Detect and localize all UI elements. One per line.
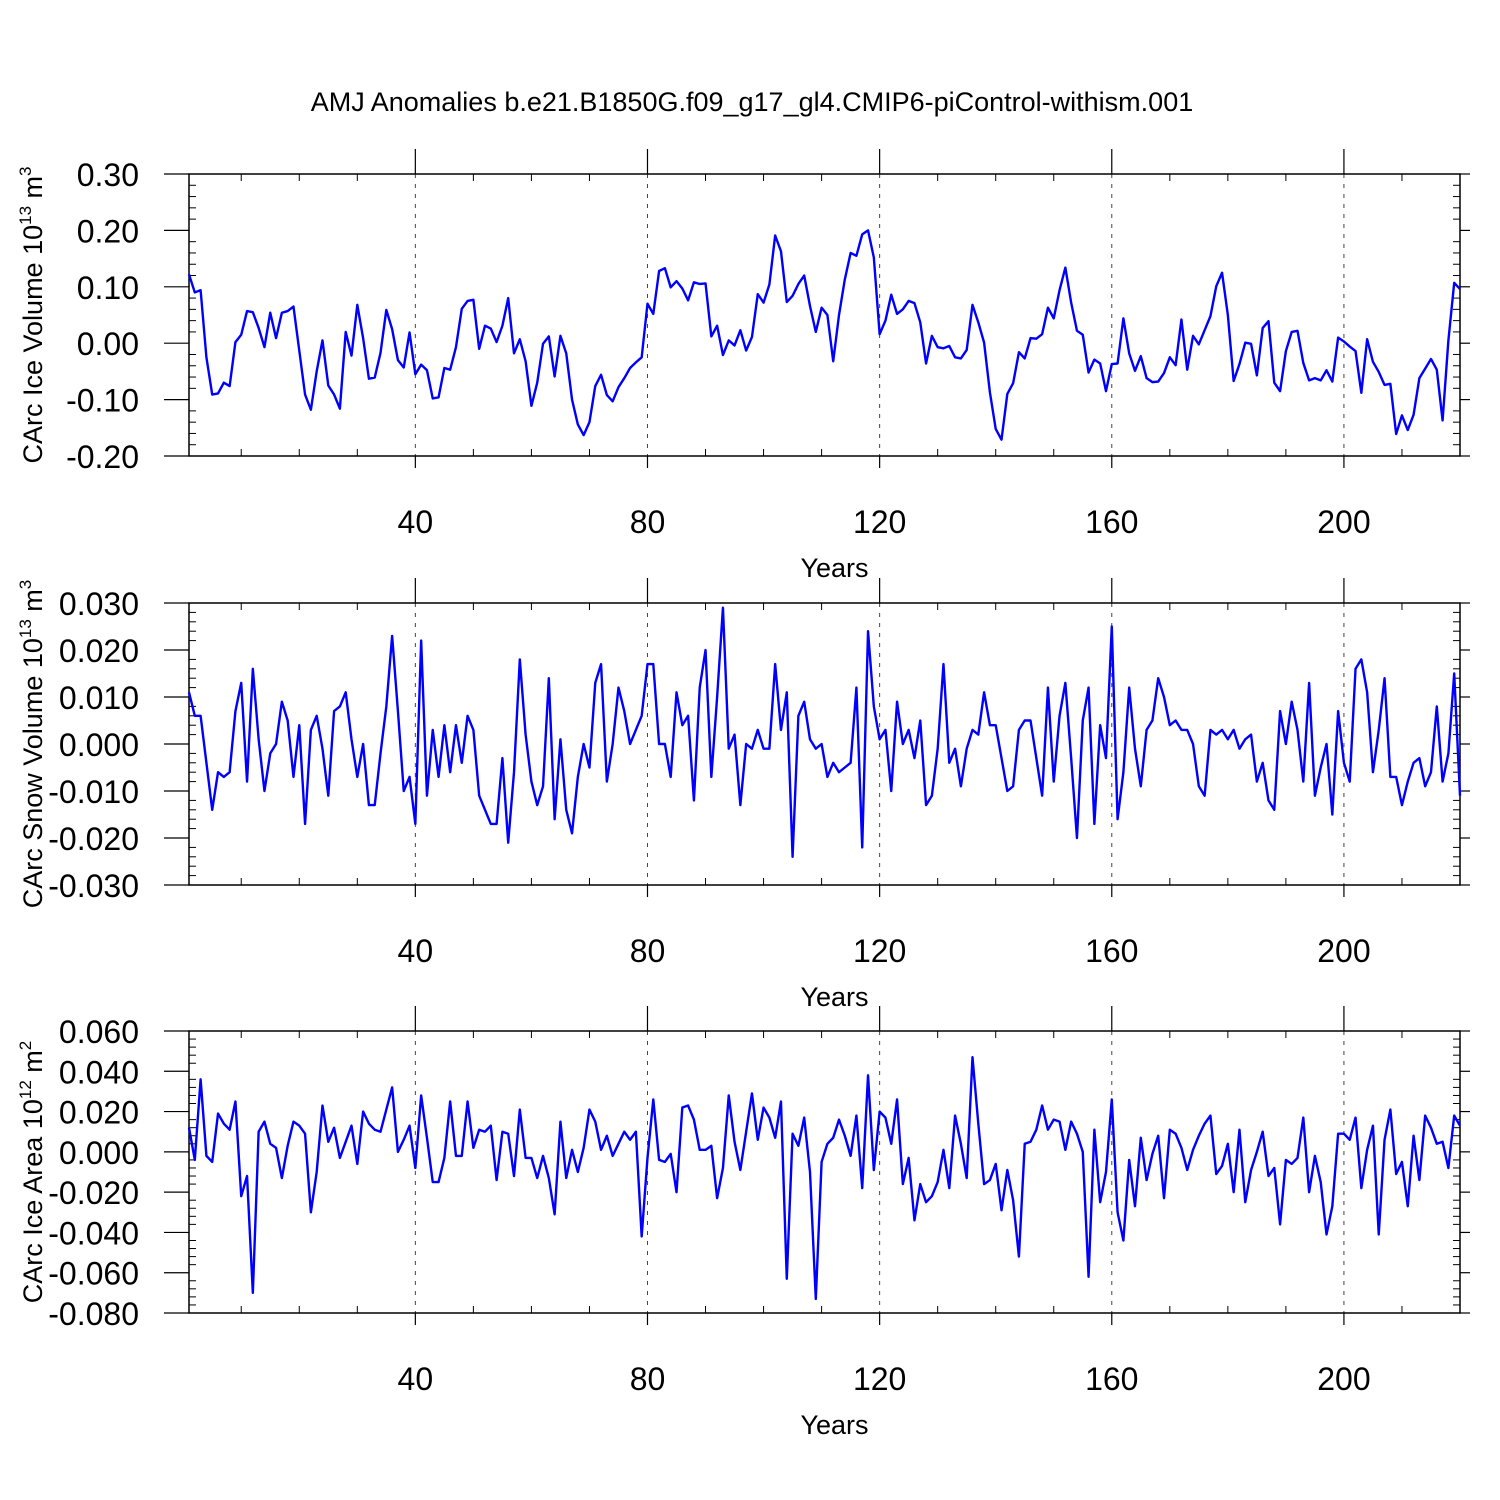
x-tick-label: 40 bbox=[398, 504, 434, 540]
y-tick-label: 0.000 bbox=[59, 1135, 139, 1171]
y-tick-label: 0.10 bbox=[77, 270, 139, 306]
y-tick-label: 0.30 bbox=[77, 157, 139, 193]
y-tick-label: 0.010 bbox=[59, 680, 139, 716]
y-tick-label: -0.030 bbox=[48, 868, 139, 904]
y-axis-label: CArc Ice Volume 1013 m3 bbox=[16, 166, 48, 463]
figure-title: AMJ Anomalies b.e21.B1850G.f09_g17_gl4.C… bbox=[311, 87, 1193, 117]
x-axis-label: Years bbox=[800, 1410, 868, 1440]
y-tick-label: 0.060 bbox=[59, 1014, 139, 1050]
plot-frame bbox=[188, 1030, 1461, 1314]
panel-3: 40 80 120 160 200 -0.080 -0.060 -0.040 -0.020 0.0… bbox=[16, 1006, 1470, 1440]
y-tick-label: 0.020 bbox=[59, 1095, 139, 1131]
x-tick-label: 80 bbox=[630, 504, 666, 540]
plot-frame bbox=[188, 173, 1461, 457]
panel-2: 40 80 120 160 200 -0.030 -0.020 -0.010 0.000 0.01… bbox=[16, 578, 1470, 1012]
x-tick-label: 80 bbox=[630, 933, 666, 969]
y-tick-label: 0.020 bbox=[59, 633, 139, 669]
panel-1: 40 80 120 160 200 -0.20 -0.10 0.00 0.10 0.20 0.30 Y… bbox=[16, 149, 1470, 583]
x-tick-label: 160 bbox=[1085, 1361, 1138, 1397]
y-tick-label: 0.030 bbox=[59, 586, 139, 622]
y-tick-label: 0.00 bbox=[77, 326, 139, 362]
y-tick-label: 0.20 bbox=[77, 213, 139, 249]
y-axis-label: CArc Ice Area 1012 m2 bbox=[16, 1041, 48, 1304]
y-tick-label: -0.060 bbox=[48, 1256, 139, 1292]
x-tick-label: 200 bbox=[1317, 933, 1370, 969]
y-tick-label: -0.020 bbox=[48, 821, 139, 857]
panels: 40 80 120 160 200 -0.20 -0.10 0.00 0.10 0.20 0.30 Y… bbox=[16, 149, 1470, 1440]
x-tick-label: 40 bbox=[398, 933, 434, 969]
x-tick-label: 200 bbox=[1317, 504, 1370, 540]
x-tick-label: 200 bbox=[1317, 1361, 1370, 1397]
x-tick-label: 160 bbox=[1085, 933, 1138, 969]
x-tick-label: 120 bbox=[853, 1361, 906, 1397]
y-tick-label: -0.010 bbox=[48, 774, 139, 810]
series-line bbox=[187, 229, 1461, 441]
series-line bbox=[187, 1055, 1462, 1301]
y-axis-label: CArc Snow Volume 1013 m3 bbox=[16, 580, 48, 909]
plot-frame bbox=[188, 602, 1461, 886]
y-tick-label: -0.10 bbox=[66, 383, 139, 419]
y-tick-label: -0.020 bbox=[48, 1175, 139, 1211]
y-tick-label: 0.040 bbox=[59, 1054, 139, 1090]
x-tick-label: 80 bbox=[630, 1361, 666, 1397]
y-tick-label: -0.040 bbox=[48, 1215, 139, 1251]
y-tick-label: 0.000 bbox=[59, 727, 139, 763]
x-tick-label: 40 bbox=[398, 1361, 434, 1397]
x-axis-label: Years bbox=[800, 553, 868, 583]
x-tick-label: 120 bbox=[853, 933, 906, 969]
x-axis-label: Years bbox=[800, 982, 868, 1012]
x-tick-label: 120 bbox=[853, 504, 906, 540]
y-tick-label: -0.20 bbox=[66, 439, 139, 475]
x-tick-label: 160 bbox=[1085, 504, 1138, 540]
series-line bbox=[187, 606, 1462, 858]
y-tick-label: -0.080 bbox=[48, 1296, 139, 1332]
